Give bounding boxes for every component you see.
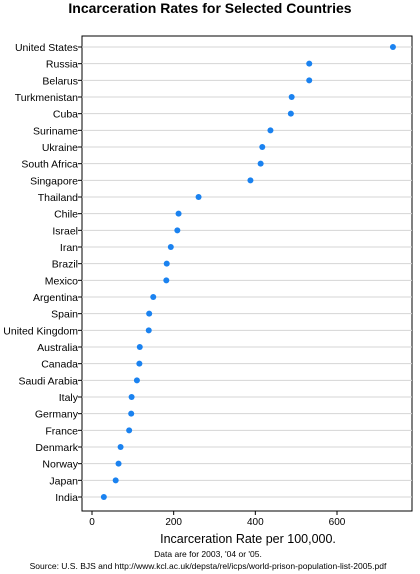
category-label: Turkmenistan [15,92,78,104]
category-label: Italy [59,392,79,404]
category-label: South Africa [21,159,78,171]
category-label: Norway [42,459,78,471]
data-point [247,177,254,184]
category-label: France [45,425,78,437]
grid-lines [78,46,412,498]
category-label: Iran [60,242,78,254]
category-label: Chile [54,209,78,221]
x-axis-label: Incarceration Rate per 100,000. [160,532,336,546]
category-label: Belarus [42,75,78,87]
category-labels: United States Russia Belarus Turkmenistan Cu… [3,42,78,504]
data-point [259,144,266,150]
category-label: Spain [51,309,78,321]
data-point [115,460,122,467]
data-note: Data are for 2003, '04 or '05. [154,549,262,559]
category-label: India [55,492,78,504]
x-tick-label: 400 [247,517,264,528]
category-label: Japan [49,475,78,487]
data-point [389,44,396,50]
data-point [257,160,264,167]
data-point [128,410,135,417]
data-point [163,277,170,284]
data-point [174,227,181,234]
data-point [287,110,294,117]
x-tick-label: 200 [165,517,182,528]
data-point [288,94,295,100]
data-point [136,360,143,367]
data-point [195,194,202,200]
category-label: Suriname [33,125,78,137]
category-label: United Kingdom [3,325,78,337]
chart-title: Incarceration Rates for Selected Countri… [68,0,351,16]
category-label: Argentina [33,292,78,304]
data-point [100,494,107,500]
category-label: United States [15,42,78,54]
data-point [175,210,182,217]
x-tick-label: 600 [329,517,346,528]
data-point [136,344,143,350]
category-label: Israel [52,225,78,237]
data-point [117,444,124,450]
data-point [146,310,153,317]
category-label: Mexico [45,275,78,287]
category-label: Cuba [53,109,78,121]
category-label: Saudi Arabia [18,375,78,387]
category-label: Russia [46,59,78,71]
x-axis-ticks: 0 200 400 600 [89,511,346,528]
category-label: Singapore [30,175,78,187]
data-point [306,77,313,84]
category-label: Ukraine [42,142,78,154]
data-point [128,394,135,400]
data-point [126,427,133,434]
data-point [167,244,174,250]
category-label: Denmark [35,442,78,454]
source-note: Source: U.S. BJS and http://www.kcl.ac.u… [30,561,387,571]
data-points [100,44,396,500]
data-point [112,477,119,484]
category-label: Germany [35,409,79,421]
plot-area [81,35,413,512]
data-point [306,60,313,67]
data-point [145,327,152,334]
x-tick-label: 0 [89,517,95,528]
data-point [133,377,140,384]
data-point [267,127,274,134]
data-point [163,260,170,267]
category-label: Thailand [38,192,78,204]
category-label: Australia [37,342,78,354]
category-label: Canada [41,359,78,371]
data-point [150,294,157,300]
category-label: Brazil [52,259,78,271]
